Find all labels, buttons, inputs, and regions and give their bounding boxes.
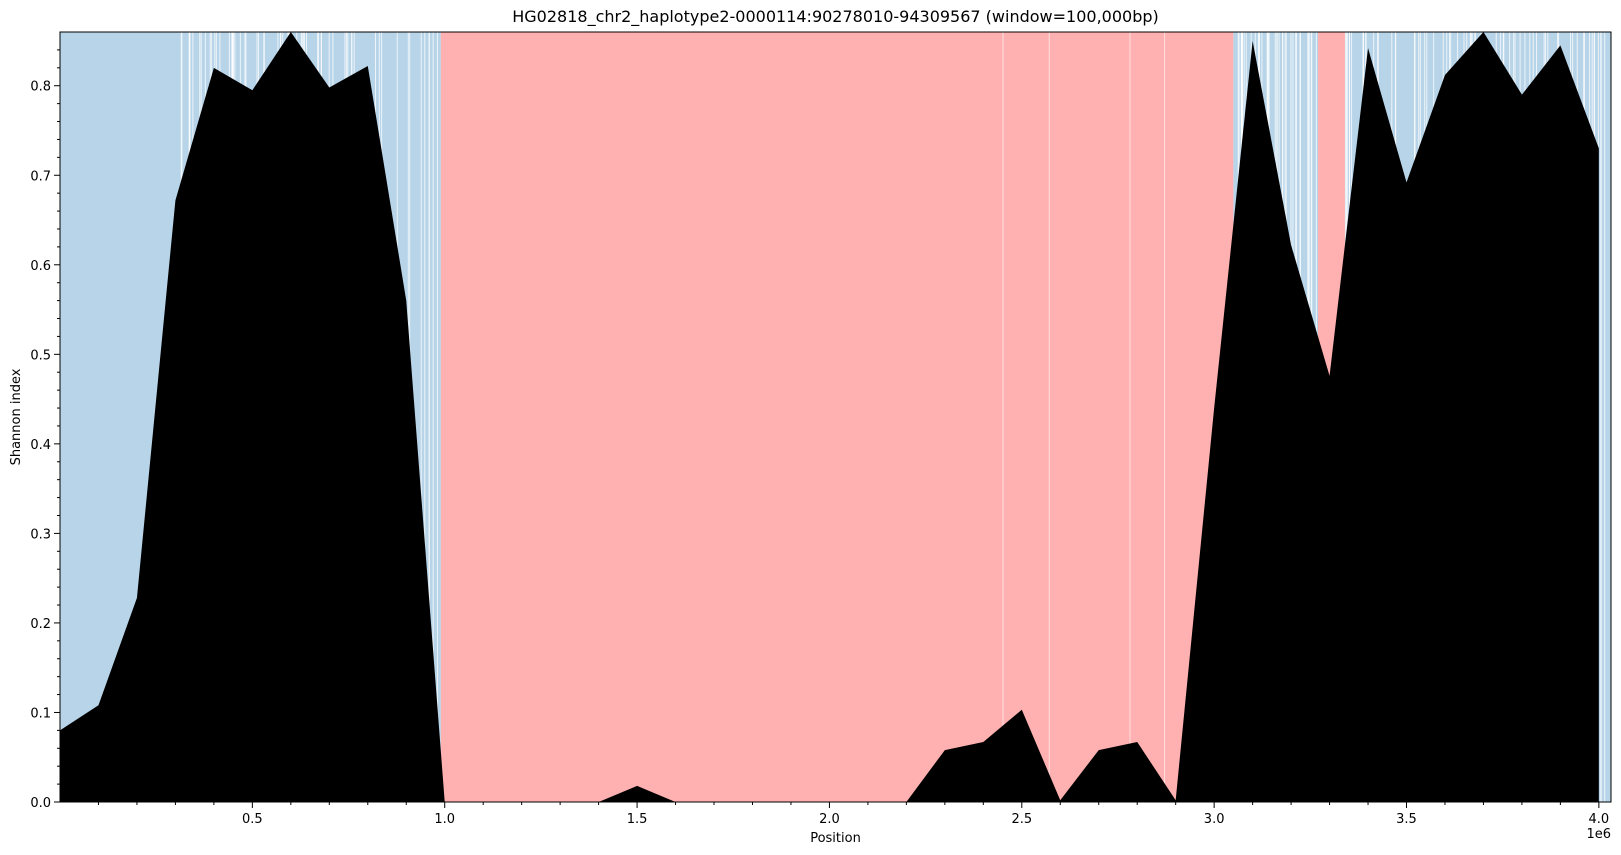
y-axis-ticks: 0.0 0.1 0.2 0.3 0.4 0.5 0.6 0.7 0.8 [30,49,60,811]
background-stripe [436,32,438,802]
x-tick-label: 3.0 [1204,812,1225,827]
y-tick-label: 0.1 [30,706,51,721]
x-tick-label: 1.5 [627,812,648,827]
background-stripe [420,32,422,802]
y-tick-label: 0.2 [30,617,51,632]
background-stripe [1002,32,1004,802]
y-tick-label: 0.5 [30,348,51,363]
y-tick-label: 0.4 [30,438,51,453]
x-axis-offset-label: 1e6 [1586,827,1611,842]
y-tick-label: 0.3 [30,527,51,542]
x-tick-label: 2.0 [819,812,840,827]
plot-frame [59,31,1612,803]
x-tick-label: 1.0 [434,812,455,827]
x-tick-label: 3.5 [1396,812,1417,827]
background-stripe [1604,32,1606,802]
background-stripe [1048,32,1050,802]
y-tick-label: 0.6 [30,259,51,274]
x-axis-label: Position [810,831,861,846]
shannon-area [60,32,1599,802]
background-band-high [440,32,1234,802]
y-tick-label: 0.7 [30,169,51,184]
x-tick-label: 0.5 [242,812,263,827]
x-axis-ticks: 0.5 1.0 1.5 2.0 2.5 3.0 3.5 4.0 [97,802,1610,827]
background-stripe [428,32,430,802]
background-stripe [1164,32,1166,802]
background-stripe [432,32,434,802]
background-stripe [424,32,426,802]
x-tick-label: 4.0 [1589,812,1610,827]
background-stripe [1129,32,1131,802]
y-tick-label: 0.8 [30,80,51,95]
background-stripe [1600,32,1602,802]
y-axis-label: Shannon index [9,368,24,465]
chart-title: HG02818_chr2_haplotype2-0000114:90278010… [512,7,1159,27]
y-tick-label: 0.0 [30,796,51,811]
x-tick-label: 2.5 [1011,812,1032,827]
